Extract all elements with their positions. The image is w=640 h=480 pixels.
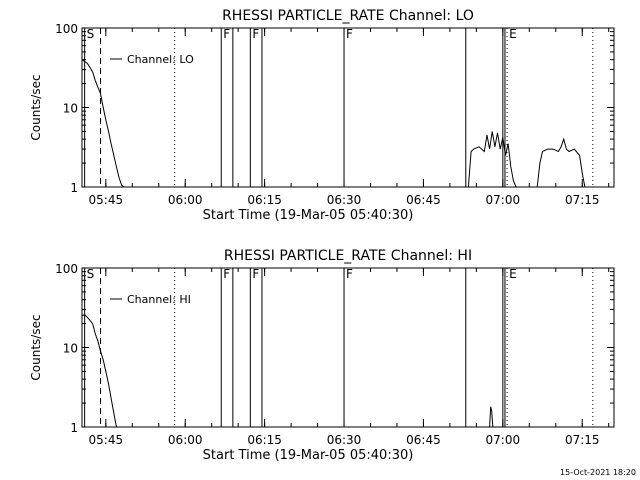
legend-label: Channel: LO [127,53,194,66]
x-axis-label: Start Time (19-Mar-05 05:40:30) [203,448,414,463]
y-tick-label: 10 [63,102,78,116]
footer-timestamp: 15-Oct-2021 18:20 [560,468,636,477]
event-marker-label: E [509,27,517,41]
x-tick-label: 06:45 [406,433,441,447]
series-line [536,137,586,188]
y-axis-label: Counts/sec [29,74,43,140]
y-tick-label: 1 [70,421,78,435]
event-marker-label: F [223,27,230,41]
y-tick-label: 1 [70,181,78,195]
y-tick-label: 10 [63,342,78,356]
x-tick-label: 06:15 [247,433,282,447]
series-line [467,131,517,188]
series-line [81,59,125,188]
plot-frame [81,267,615,428]
series-line [81,313,117,428]
plot-frame [81,27,615,188]
event-marker-label: S [87,267,95,281]
x-tick-label: 06:00 [168,433,203,447]
x-tick-label: 07:00 [486,193,521,207]
y-axis-label: Counts/sec [29,314,43,380]
x-tick-label: 06:00 [168,193,203,207]
event-marker-label: S [87,27,95,41]
x-tick-label: 06:45 [406,193,441,207]
event-marker-label: F [252,267,259,281]
chart-panel-hi: RHESSI PARTICLE_RATE Channel: HI 1 10 100 05… [29,248,615,463]
event-marker-label: F [346,267,353,281]
x-tick-label: 07:00 [486,433,521,447]
series-line [489,406,494,428]
x-tick-label: 07:15 [565,193,600,207]
legend-label: Channel: HI [127,293,191,306]
y-tick-label: 100 [55,22,78,36]
event-marker-label: E [509,267,517,281]
x-tick-label: 07:15 [565,433,600,447]
x-tick-label: 06:30 [327,433,362,447]
x-tick-label: 06:30 [327,193,362,207]
event-marker-label: F [252,27,259,41]
event-marker-label: F [346,27,353,41]
event-marker-label: F [223,267,230,281]
chart-panel-lo: RHESSI PARTICLE_RATE Channel: LO 1 10 100 05… [29,8,615,223]
y-tick-label: 100 [55,262,78,276]
x-tick-label: 05:45 [89,433,124,447]
x-tick-label: 05:45 [89,193,124,207]
x-axis-label: Start Time (19-Mar-05 05:40:30) [203,208,414,223]
chart-title: RHESSI PARTICLE_RATE Channel: HI [224,248,472,264]
chart-title: RHESSI PARTICLE_RATE Channel: LO [222,8,474,24]
x-tick-label: 06:15 [247,193,282,207]
